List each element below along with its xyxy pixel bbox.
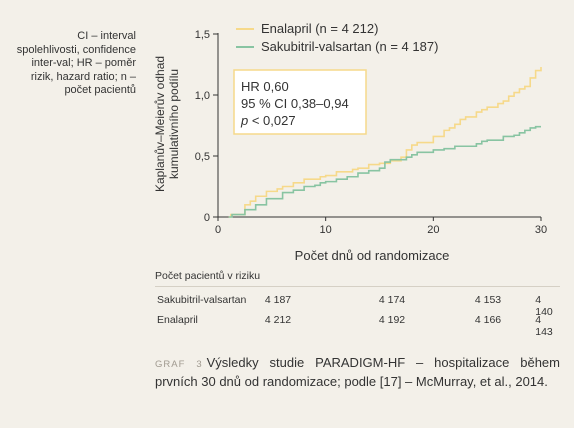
hazard-ratio-text: HR 0,60 <box>241 79 289 94</box>
x-tick-label: 30 <box>535 224 547 236</box>
patients-at-risk-table: Počet pacientů v riziku Sakubitril-valsa… <box>155 270 560 338</box>
abbreviation-note: CI – interval spolehlivosti, confidence … <box>16 30 136 96</box>
risk-value: 4 166 <box>474 314 502 326</box>
p-value-text: p < 0,027 <box>240 113 296 128</box>
legend-enalapril-label: Enalapril (n = 4 212) <box>261 21 378 36</box>
y-tick-label: 0,5 <box>195 151 210 163</box>
x-tick-label: 20 <box>427 224 439 236</box>
risk-value: 4 192 <box>378 314 406 326</box>
plot-area: 0 0,5 1,0 1,5 0 10 20 30 Počet dnů od randomizac… <box>153 21 547 263</box>
risk-row-label: Enalapril <box>157 314 198 326</box>
x-tick-label: 0 <box>215 224 221 236</box>
risk-row-label: Sakubitril-valsartan <box>157 294 247 306</box>
figure-caption: GRAF 3 Výsledky studie PARADIGM-HF – hosp… <box>155 354 560 390</box>
risk-table-divider <box>155 286 560 287</box>
y-axis-label: Kaplanův–Meierův odhad <box>153 56 167 192</box>
risk-value: 4 212 <box>264 314 292 326</box>
kaplan-meier-chart: 0 0,5 1,0 1,5 0 10 20 30 Počet dnů od randomizac… <box>153 21 547 263</box>
y-tick-label: 0 <box>204 212 210 224</box>
risk-value: 4 174 <box>378 294 406 306</box>
legend-sakubitril-valsartan-label: Sakubitril-valsartan (n = 4 187) <box>261 39 438 54</box>
risk-value: 4 143 <box>535 314 553 338</box>
risk-row-sakubitril: Sakubitril-valsartan 4 187 4 174 4 153 4… <box>155 294 560 318</box>
risk-row-enalapril: Enalapril 4 212 4 192 4 166 4 143 <box>155 314 560 338</box>
risk-value: 4 140 <box>535 294 553 318</box>
hazard-ratio-box <box>233 69 367 135</box>
risk-value: 4 153 <box>474 294 502 306</box>
x-axis-label: Počet dnů od randomizace <box>295 248 450 263</box>
risk-value: 4 187 <box>264 294 292 306</box>
sakubitril-valsartan-curve <box>228 125 541 218</box>
confidence-interval-text: 95 % CI 0,38–0,94 <box>241 96 349 111</box>
figure-label: GRAF 3 <box>155 359 203 370</box>
x-tick-label: 10 <box>320 224 332 236</box>
y-tick-label: 1,5 <box>195 29 210 41</box>
risk-table-title: Počet pacientů v riziku <box>155 270 261 282</box>
y-tick-label: 1,0 <box>195 90 210 102</box>
y-axis-label: kumulativního podílu <box>167 69 181 179</box>
enalapril-curve <box>228 66 542 218</box>
caption-text: Výsledky studie PARADIGM-HF – hospitaliz… <box>155 355 560 389</box>
